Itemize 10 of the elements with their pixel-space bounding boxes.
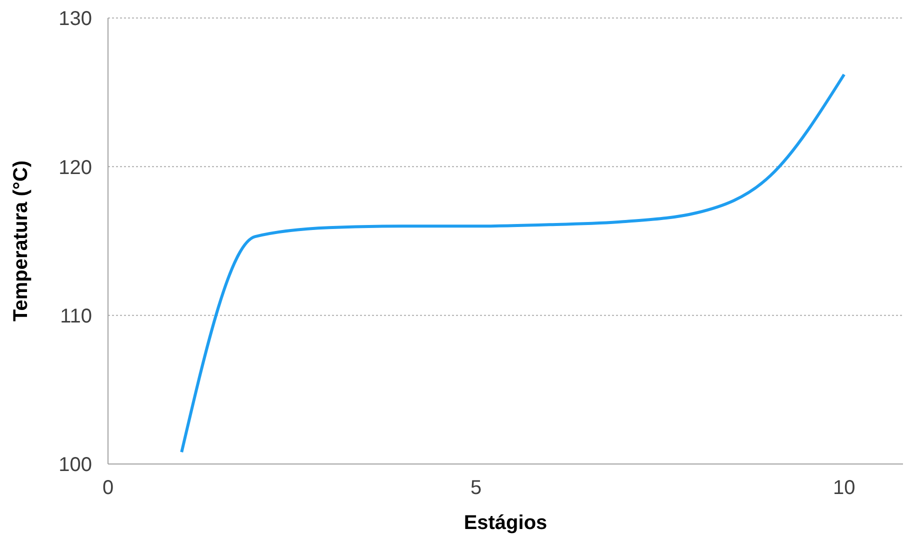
y-tick-label: 100 [58, 454, 92, 476]
y-tick-label: 120 [58, 156, 92, 179]
y-axis-title: Temperatura (°C) [10, 160, 32, 322]
line-series [180, 72, 846, 454]
y-tick-label: 110 [60, 305, 92, 328]
x-tick-label: 5 [470, 477, 482, 500]
x-tick-label: 10 [832, 477, 856, 500]
x-axis-title: Estágios [464, 512, 548, 534]
y-tick-label: 130 [58, 8, 92, 30]
x-tick-label: 0 [102, 477, 114, 500]
